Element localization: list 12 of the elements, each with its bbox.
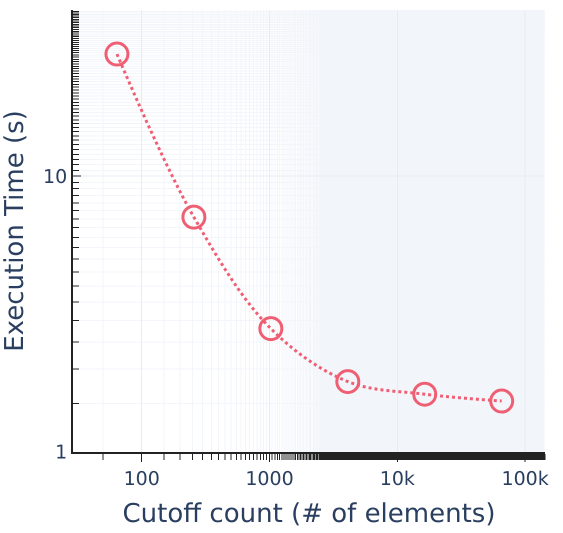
y-tick-label: 1 [55, 442, 68, 464]
x-tick-label: 10k [380, 468, 415, 490]
x-tick-label: 100 [124, 468, 160, 490]
point [258, 316, 284, 342]
point [181, 204, 206, 230]
x-axis-title: Cutoff count (# of elements) [122, 499, 496, 529]
point [104, 42, 130, 67]
y-tick-label: 10 [43, 166, 68, 188]
point [335, 369, 360, 394]
y-axis-title: Execution Time (s) [0, 110, 30, 352]
x-tick-label: 1000 [245, 468, 294, 490]
x-tick-label: 100k [502, 468, 549, 490]
